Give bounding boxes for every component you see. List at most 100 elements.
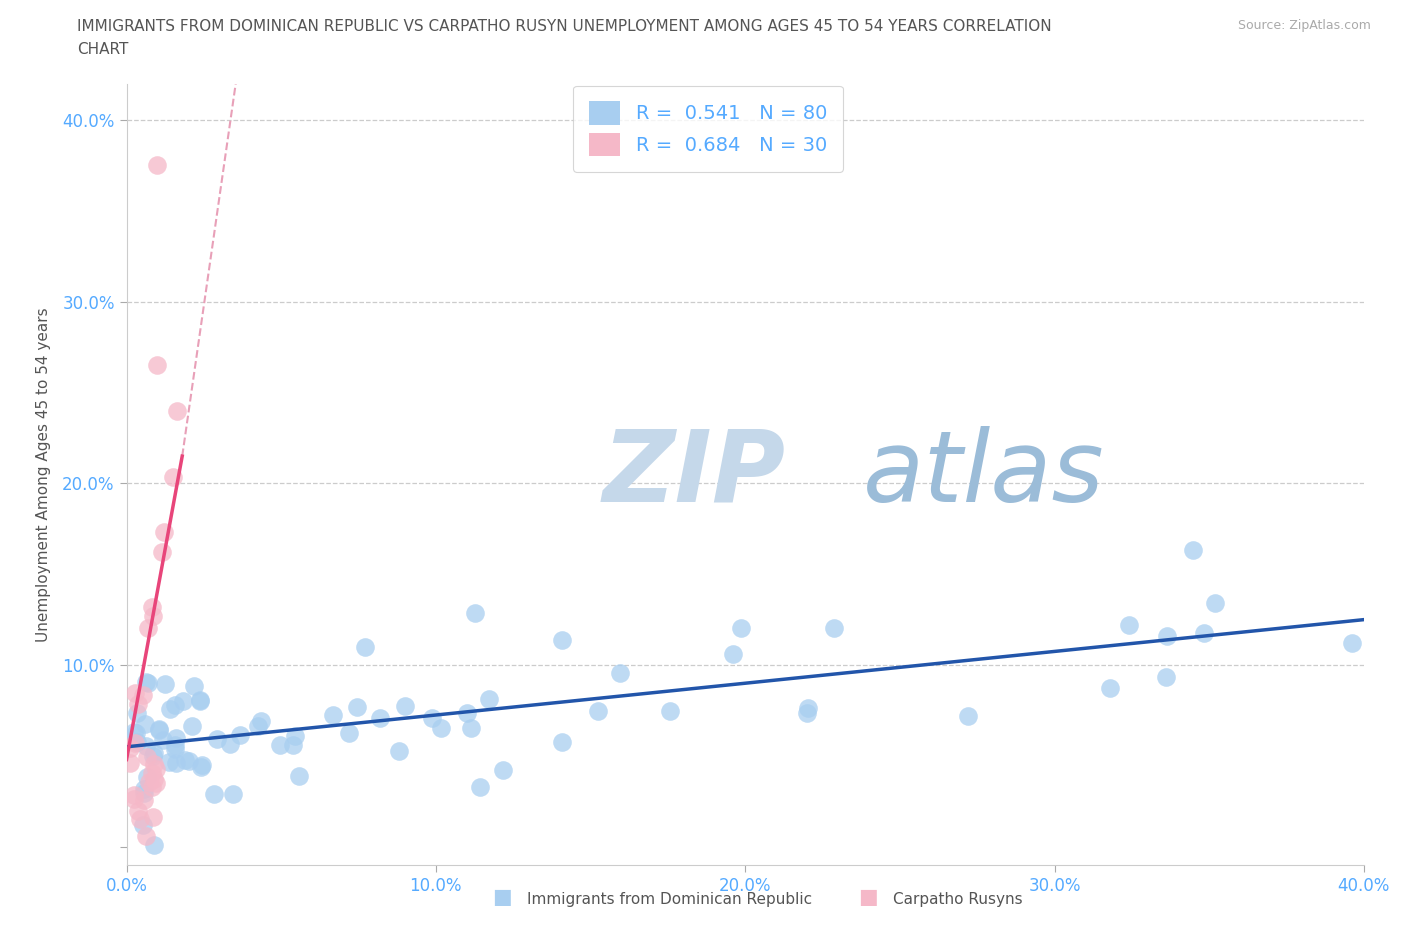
Point <box>190 693 212 708</box>
Point <box>132 688 155 703</box>
Point <box>138 775 160 790</box>
Point <box>430 720 453 735</box>
Point <box>145 762 167 777</box>
Point <box>135 750 157 764</box>
Point <box>132 786 155 801</box>
Point <box>165 737 187 752</box>
Point <box>609 665 631 680</box>
Point <box>658 704 681 719</box>
Point <box>159 702 181 717</box>
Legend: R =  0.541   N = 80, R =  0.684   N = 30: R = 0.541 N = 80, R = 0.684 N = 30 <box>574 86 842 172</box>
Point <box>148 723 170 737</box>
Point <box>124 736 146 751</box>
Point <box>134 829 156 844</box>
Point <box>456 706 478 721</box>
Point <box>205 731 228 746</box>
Point <box>132 793 155 808</box>
Point <box>551 632 574 647</box>
Point <box>135 738 157 753</box>
Text: atlas: atlas <box>863 426 1104 523</box>
Point <box>353 640 375 655</box>
Point <box>165 742 187 757</box>
Point <box>172 694 194 709</box>
Text: IMMIGRANTS FROM DOMINICAN REPUBLIC VS CARPATHO RUSYN UNEMPLOYMENT AMONG AGES 45 : IMMIGRANTS FROM DOMINICAN REPUBLIC VS CA… <box>77 19 1052 33</box>
Point <box>153 525 176 539</box>
Text: Source: ZipAtlas.com: Source: ZipAtlas.com <box>1237 19 1371 32</box>
Point <box>491 763 513 777</box>
Point <box>136 676 159 691</box>
Point <box>1154 670 1177 684</box>
Point <box>468 779 491 794</box>
Point <box>394 699 416 714</box>
Point <box>797 700 820 715</box>
Point <box>132 782 155 797</box>
Point <box>721 647 744 662</box>
Point <box>142 756 165 771</box>
Point <box>283 737 305 752</box>
Point <box>142 749 165 764</box>
Point <box>284 728 307 743</box>
Point <box>148 722 170 737</box>
Point <box>118 740 141 755</box>
Point <box>127 735 149 750</box>
Point <box>183 678 205 693</box>
Point <box>165 755 187 770</box>
Point <box>1205 596 1227 611</box>
Point <box>146 158 169 173</box>
Point <box>823 621 845 636</box>
Point <box>1341 636 1364 651</box>
Point <box>153 676 176 691</box>
Point <box>122 791 145 806</box>
Point <box>165 731 187 746</box>
Text: Carpatho Rusyns: Carpatho Rusyns <box>893 892 1022 907</box>
Point <box>124 788 146 803</box>
Point <box>177 753 200 768</box>
Text: ■: ■ <box>492 886 512 907</box>
Y-axis label: Unemployment Among Ages 45 to 54 years: Unemployment Among Ages 45 to 54 years <box>37 307 51 642</box>
Point <box>346 699 368 714</box>
Point <box>146 358 169 373</box>
Point <box>125 706 148 721</box>
Point <box>956 709 979 724</box>
Point <box>124 686 146 701</box>
Point <box>1156 629 1178 644</box>
Point <box>796 706 818 721</box>
Point <box>127 697 149 711</box>
Point <box>157 755 180 770</box>
Point <box>1118 618 1140 632</box>
Point <box>250 713 273 728</box>
Point <box>221 787 243 802</box>
Point <box>181 718 204 733</box>
Point <box>136 770 159 785</box>
Point <box>288 768 311 783</box>
Point <box>1192 626 1215 641</box>
Point <box>478 692 501 707</box>
Point <box>152 732 174 747</box>
Point <box>145 776 167 790</box>
Point <box>322 708 344 723</box>
Point <box>420 711 443 726</box>
Point <box>586 704 609 719</box>
Point <box>218 737 240 751</box>
Point <box>247 719 270 734</box>
Point <box>120 756 142 771</box>
Point <box>1181 542 1204 557</box>
Point <box>162 470 184 485</box>
Point <box>131 817 153 832</box>
Point <box>337 725 360 740</box>
Point <box>202 787 225 802</box>
Point <box>142 745 165 760</box>
Point <box>142 809 165 824</box>
Point <box>551 734 574 749</box>
Point <box>190 757 212 772</box>
Point <box>150 544 173 559</box>
Point <box>190 760 212 775</box>
Text: CHART: CHART <box>77 42 129 57</box>
Point <box>141 599 163 614</box>
Point <box>142 609 165 624</box>
Point <box>464 605 486 620</box>
Point <box>127 804 149 818</box>
Point <box>163 698 186 712</box>
Text: ■: ■ <box>858 886 877 907</box>
Text: ZIP: ZIP <box>603 426 786 523</box>
